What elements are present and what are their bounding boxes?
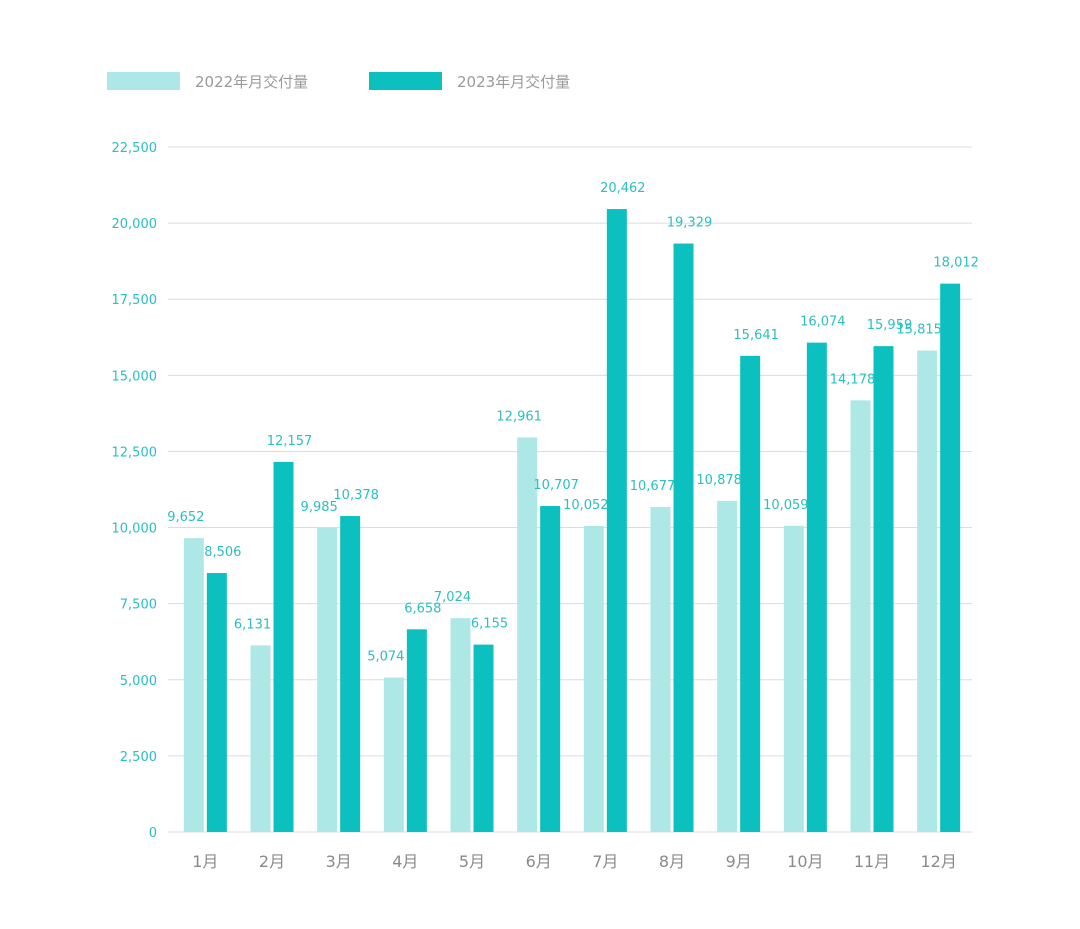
value-label-2023: 6,155 — [471, 617, 508, 632]
value-label-2022: 14,178 — [830, 372, 876, 387]
x-tick-label: 10月 — [787, 852, 823, 871]
bar-2022 — [517, 437, 538, 832]
value-label-2023: 15,959 — [867, 318, 913, 333]
x-tick-label: 1月 — [192, 852, 218, 871]
value-label-2022: 10,052 — [563, 498, 609, 513]
bar-2023 — [606, 209, 627, 832]
bar-2022 — [183, 538, 204, 832]
value-label-2023: 10,707 — [533, 478, 579, 493]
bar-2023 — [806, 342, 827, 832]
bar-2023 — [473, 644, 494, 832]
x-tick-label: 4月 — [392, 852, 418, 871]
bar-2022 — [917, 350, 938, 832]
value-label-2022: 10,059 — [763, 498, 809, 513]
bar-2023 — [406, 629, 427, 832]
value-label-2022: 6,131 — [234, 617, 271, 632]
y-tick-label: 17,500 — [112, 293, 158, 308]
x-tick-label: 6月 — [526, 852, 552, 871]
legend-swatch-2023 — [369, 72, 442, 90]
bar-2023 — [873, 346, 894, 832]
grid-lines — [168, 146, 972, 833]
value-label-2022: 5,074 — [367, 650, 404, 665]
bar-2023 — [206, 573, 227, 832]
value-label-2023: 15,641 — [733, 328, 779, 343]
y-tick-label: 10,000 — [112, 522, 158, 537]
value-label-2023: 19,329 — [667, 216, 713, 231]
y-tick-label: 15,000 — [112, 369, 158, 384]
bar-2022 — [783, 525, 804, 832]
value-label-2023: 6,658 — [404, 601, 441, 616]
y-tick-label: 12,500 — [112, 445, 158, 460]
legend-label-2022: 2022年月交付量 — [195, 73, 308, 91]
bar-2023 — [940, 283, 961, 833]
x-tick-label: 12月 — [920, 852, 956, 871]
bar-2023 — [340, 516, 361, 832]
x-tick-label: 7月 — [592, 852, 618, 871]
bar-2023 — [540, 506, 561, 832]
y-axis-ticks: 0 2,500 5,000 7,500 10,000 12,500 15,000 17,500… — [112, 141, 158, 841]
x-tick-label: 8月 — [659, 852, 685, 871]
bar-2022 — [717, 500, 738, 832]
x-tick-label: 3月 — [326, 852, 352, 871]
value-label-2022: 9,985 — [301, 500, 338, 515]
bar-2023 — [273, 461, 294, 832]
bar-2022 — [650, 506, 671, 832]
value-label-2023: 10,378 — [333, 488, 379, 503]
y-tick-label: 5,000 — [120, 674, 157, 689]
bar-2023 — [740, 355, 761, 832]
x-tick-label: 9月 — [726, 852, 752, 871]
legend-swatch-2022 — [107, 72, 180, 90]
value-label-2023: 12,157 — [267, 434, 313, 449]
bars — [183, 209, 961, 833]
legend: 2022年月交付量 2023年月交付量 — [107, 72, 570, 91]
x-axis-ticks: 1月 2月 3月 4月 5月 6月 7月 8月 9月 10月 11月 12月 — [192, 852, 957, 871]
x-tick-label: 2月 — [259, 852, 285, 871]
bar-2022 — [250, 645, 271, 832]
y-tick-label: 0 — [149, 826, 157, 841]
bar-2022 — [317, 528, 338, 832]
value-label-2023: 16,074 — [800, 315, 846, 330]
value-label-2023: 20,462 — [600, 181, 646, 196]
value-label-2022: 9,652 — [167, 510, 204, 525]
y-tick-label: 2,500 — [120, 750, 157, 765]
bar-2022 — [850, 400, 871, 832]
value-label-2022: 12,961 — [496, 409, 542, 424]
y-tick-label: 22,500 — [112, 141, 158, 156]
y-tick-label: 20,000 — [112, 217, 158, 232]
value-label-2022: 7,024 — [434, 590, 471, 605]
y-tick-label: 7,500 — [120, 598, 157, 613]
value-label-2023: 8,506 — [204, 545, 241, 560]
x-tick-label: 11月 — [854, 852, 890, 871]
bar-2023 — [673, 243, 694, 833]
bar-2022 — [383, 677, 404, 832]
value-label-2022: 10,878 — [696, 473, 742, 488]
value-label-2023: 18,012 — [933, 256, 979, 271]
value-label-2022: 10,677 — [630, 479, 676, 494]
bar-2022 — [450, 618, 471, 832]
bar-2022 — [583, 525, 604, 832]
value-label-2022: 15,815 — [896, 323, 942, 338]
legend-label-2023: 2023年月交付量 — [457, 73, 570, 91]
x-tick-label: 5月 — [459, 852, 485, 871]
